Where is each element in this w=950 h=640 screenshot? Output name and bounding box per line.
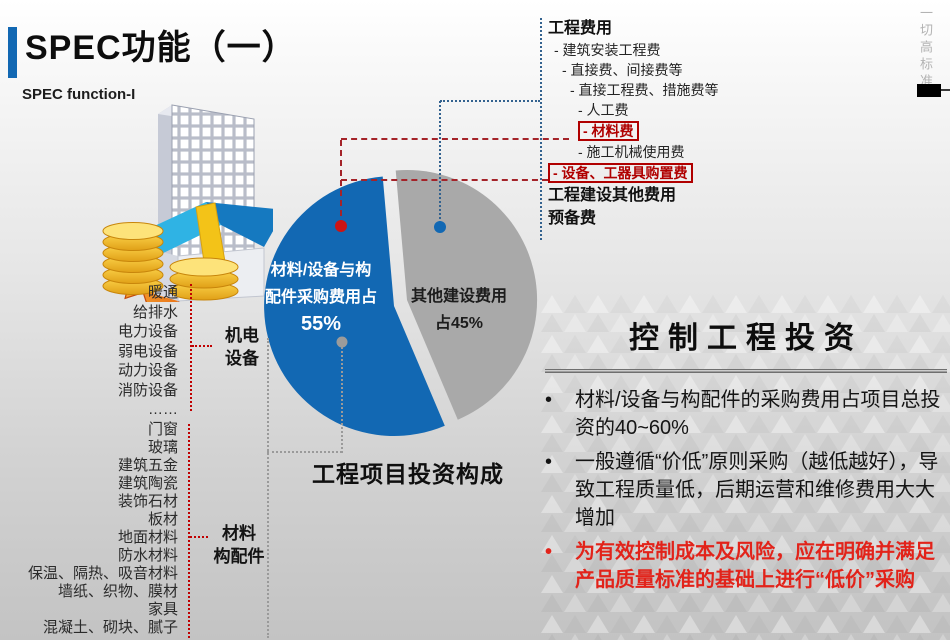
gray-marker-dot xyxy=(336,336,348,348)
pie-label-materials: 材料/设备与构 配件采购费用占 55% xyxy=(264,262,377,335)
bullet-item: • 一般遵循“价低”原则采购（越低越好），导致工程质量低，后期运营和维修费用大大… xyxy=(545,448,949,532)
cost-row: 工程费用 xyxy=(548,20,613,37)
material-components-list: 门窗 玻璃 建筑五金 建筑陶瓷 装饰石材 板材 地面材料 防水材料 保温、隔热、… xyxy=(28,421,179,636)
cost-list-bracket xyxy=(540,18,542,240)
title-accent-bar xyxy=(8,27,17,78)
bullet-item: • 材料/设备与构配件的采购费用占项目总投资的40~60% xyxy=(545,386,949,442)
material-group-label: 材料 构配件 xyxy=(213,524,265,566)
bullet-marker: • xyxy=(545,541,553,563)
page-title: SPEC功能（一） xyxy=(25,29,297,67)
cost-row-highlight-material: - 材料费 xyxy=(548,120,778,142)
connector-red-vertical xyxy=(340,140,342,226)
coins-icon xyxy=(102,222,239,301)
cost-row: - 直接费、间接费等 xyxy=(562,62,683,78)
connector-gray-horizontal xyxy=(267,451,342,453)
cost-row: 预备费 xyxy=(548,210,597,227)
panel-divider xyxy=(545,369,947,373)
cost-row: - 人工费 xyxy=(578,102,629,118)
bullet-marker: • xyxy=(545,389,553,411)
left-groups-bracket xyxy=(267,338,269,638)
pie-slice-other xyxy=(395,170,538,420)
cost-row: - 施工机械使用费 xyxy=(578,144,685,160)
chart-caption: 工程项目投资构成 xyxy=(312,461,504,487)
cost-row: 工程建设其他费用 xyxy=(548,187,677,204)
vertical-watermark: 一切高标准 xyxy=(918,6,933,91)
connector-blue-vertical xyxy=(439,101,441,227)
cost-row: - 建筑安装工程费 xyxy=(554,42,661,58)
mech-equipment-list: 暖通 给排水 电力设备 弱电设备 动力设备 消防设备 …… xyxy=(117,284,178,418)
page-subtitle: SPEC function-I xyxy=(22,86,136,103)
connector-gray-vertical xyxy=(341,347,343,453)
panel-bullet-list: • 材料/设备与构配件的采购费用占项目总投资的40~60% • 一般遵循“价低”… xyxy=(545,386,949,600)
pie-slice-materials xyxy=(264,176,445,437)
triangle-pattern-background xyxy=(540,292,950,640)
material-label-connector xyxy=(190,536,208,538)
black-tab-marker xyxy=(917,84,941,97)
red-marker-dot xyxy=(335,220,347,232)
mech-group-label: 机电 设备 xyxy=(225,326,259,368)
blue-marker-dot xyxy=(434,221,446,233)
connector-red-to-equipment-fee xyxy=(341,179,548,181)
connector-red-to-material-fee xyxy=(341,138,569,140)
material-list-bracket xyxy=(188,424,190,638)
black-tab-line xyxy=(941,89,950,91)
connector-blue-horizontal xyxy=(440,100,540,102)
cost-row-highlight-equipment: - 设备、工器具购置费 xyxy=(548,162,778,184)
pie-label-other: 其他建设费用 占45% xyxy=(410,288,507,332)
bullet-text: 为有效控制成本及风险，应在明确并满足产品质量标准的基础上进行“低价”采购 xyxy=(575,541,935,591)
tower-icon xyxy=(158,104,255,294)
bullet-text: 一般遵循“价低”原则采购（越低越好），导致工程质量低，后期运营和维修费用大大增加 xyxy=(575,451,939,529)
bullet-item-emphasis: • 为有效控制成本及风险，应在明确并满足产品质量标准的基础上进行“低价”采购 xyxy=(545,538,949,594)
bullet-text: 材料/设备与构配件的采购费用占项目总投资的40~60% xyxy=(575,389,941,439)
mech-list-bracket xyxy=(190,284,192,411)
cost-row: - 直接工程费、措施费等 xyxy=(570,82,719,98)
cost-breakdown-list: 工程费用 - 建筑安装工程费 - 直接费、间接费等 - 直接工程费、措施费等 -… xyxy=(548,17,778,230)
panel-heading: 控制工程投资 xyxy=(629,322,863,355)
mech-label-connector xyxy=(192,345,212,347)
building-coins-arrow-illustration xyxy=(102,104,273,302)
bullet-marker: • xyxy=(545,451,553,473)
